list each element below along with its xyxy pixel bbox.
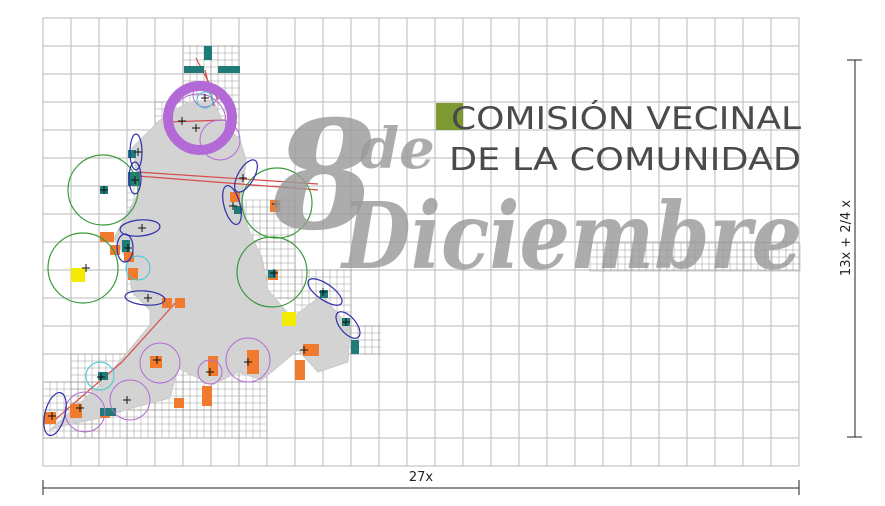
blue-guide-ellipse xyxy=(222,184,242,226)
purple-guide-circle xyxy=(199,119,241,161)
orange-marker xyxy=(100,232,114,242)
height-dimension-label: 13x + 2/4 x xyxy=(839,200,854,276)
teal-marker xyxy=(268,270,276,278)
green-guide-circle xyxy=(241,167,313,239)
orange-marker xyxy=(247,362,259,374)
purple-guide-circle xyxy=(197,359,223,385)
cyan-guide-circle xyxy=(125,255,151,281)
orange-marker xyxy=(175,298,185,308)
orange-marker xyxy=(162,298,172,308)
purple-guide-circle xyxy=(109,379,151,421)
orange-marker xyxy=(124,252,134,262)
construction-circles xyxy=(43,81,361,437)
teal-marker xyxy=(320,290,328,298)
red-guide-line xyxy=(121,299,179,363)
blue-guide-ellipse xyxy=(119,219,161,237)
green-guide-circle xyxy=(67,154,139,226)
green-guide-circle xyxy=(47,232,119,304)
blue-guide-ellipse xyxy=(124,290,166,306)
orange-marker xyxy=(247,350,259,362)
cyan-guide-circle xyxy=(196,91,214,109)
teal-marker xyxy=(100,408,116,416)
purple-guide-circle xyxy=(192,82,218,108)
orange-marker xyxy=(128,268,138,280)
blue-guide-ellipse xyxy=(234,159,258,193)
teal-marker xyxy=(128,150,136,158)
blue-guide-ellipse xyxy=(335,311,361,339)
blue-guide-ellipse xyxy=(116,233,134,263)
purple-guide-circle xyxy=(169,93,227,151)
teal-marker xyxy=(196,66,204,73)
logo-wordmark: 8 de Diciembre COMISIÓN VECINAL DE LA CO… xyxy=(271,88,802,290)
orange-marker xyxy=(270,200,280,212)
teal-marker xyxy=(122,240,130,252)
purple-guide-circle xyxy=(225,337,271,383)
teal-marker xyxy=(98,372,108,380)
blue-guide-ellipse xyxy=(128,161,142,195)
logo-big-number: 8 xyxy=(271,88,376,264)
teal-marker xyxy=(218,66,240,73)
blue-guide-ellipse xyxy=(43,391,67,437)
orange-marker xyxy=(230,192,240,202)
orange-marker xyxy=(110,245,120,255)
yellow-marker xyxy=(71,268,85,282)
green-guide-circle xyxy=(236,236,308,308)
height-dimension: 13x + 2/4 x xyxy=(839,59,862,438)
teal-marker xyxy=(234,206,242,214)
orange-marker xyxy=(208,356,218,376)
orange-marker xyxy=(150,356,162,368)
teal-marker xyxy=(204,46,212,60)
center-points xyxy=(48,94,350,420)
orange-marker xyxy=(174,398,184,408)
construction-markers xyxy=(44,46,359,424)
orange-marker xyxy=(44,412,56,424)
red-guide-line xyxy=(49,361,123,425)
red-guide-line xyxy=(137,175,319,191)
orange-marker xyxy=(202,386,212,406)
orange-marker xyxy=(303,344,319,356)
logo-connector-text: de xyxy=(360,116,435,182)
teal-marker xyxy=(351,340,359,354)
teal-marker xyxy=(184,66,196,73)
yellow-marker xyxy=(282,312,296,326)
logo-month-text: Diciembre xyxy=(339,182,802,290)
purple-guide-circle xyxy=(64,391,106,433)
logo-line-1: COMISIÓN VECINAL xyxy=(451,100,802,137)
cyan-guide-circle xyxy=(85,361,115,391)
purple-guide-circle xyxy=(139,342,181,384)
logo-accent-square xyxy=(436,103,463,130)
orange-marker xyxy=(295,360,305,380)
blue-guide-ellipse xyxy=(307,278,343,306)
width-dimension-label: 27x xyxy=(409,470,434,485)
red-guide-line xyxy=(136,171,319,185)
logo-line-2: DE LA COMUNIDAD xyxy=(449,142,801,178)
width-dimension: 27x xyxy=(42,470,800,495)
